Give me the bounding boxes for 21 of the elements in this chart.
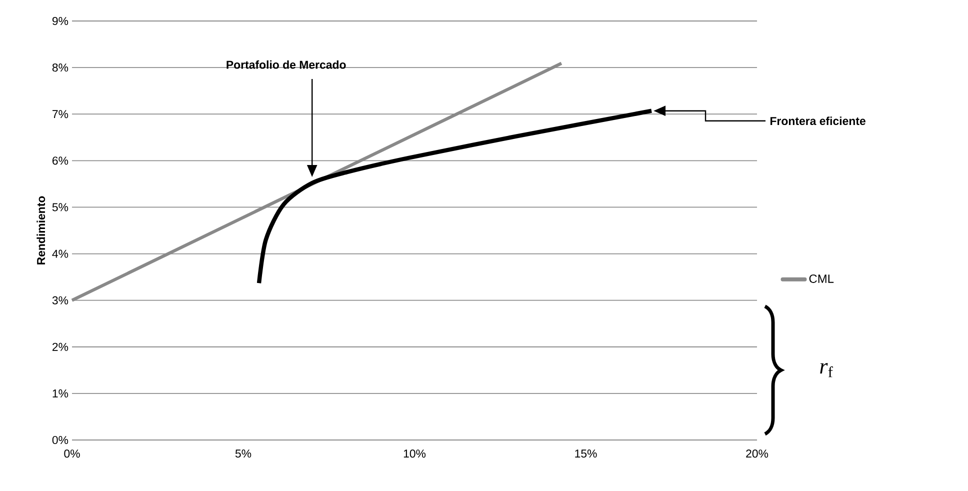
annotation: Portafolio de Mercado	[226, 60, 346, 69]
y-tick-label: 6%	[52, 156, 68, 165]
legend-label: CML	[809, 274, 834, 283]
y-tick-label: 1%	[52, 389, 68, 398]
x-tick-label: 10%	[404, 450, 426, 458]
y-tick-label: 0%	[52, 436, 68, 444]
y-tick-label: 9%	[52, 16, 68, 26]
text: r$_{f}$	[820, 363, 833, 378]
x-tick-label: 15%	[575, 450, 597, 458]
y-tick-label: 5%	[52, 203, 68, 212]
y-tick-label: 4%	[52, 250, 68, 258]
y-axis-title: Rendimiento	[36, 196, 46, 264]
x-tick-label: 5%	[235, 450, 252, 458]
line-series	[256, 108, 654, 286]
y-tick-label: 7%	[52, 110, 68, 118]
x-tick-label: 0%	[64, 450, 80, 458]
y-tick-label: 8%	[52, 63, 68, 72]
y-tick-label: 3%	[52, 296, 68, 304]
text: Frontera eficiente	[770, 116, 866, 126]
y-tick-label: 2%	[52, 342, 68, 351]
x-tick-label: 20%	[746, 450, 768, 458]
